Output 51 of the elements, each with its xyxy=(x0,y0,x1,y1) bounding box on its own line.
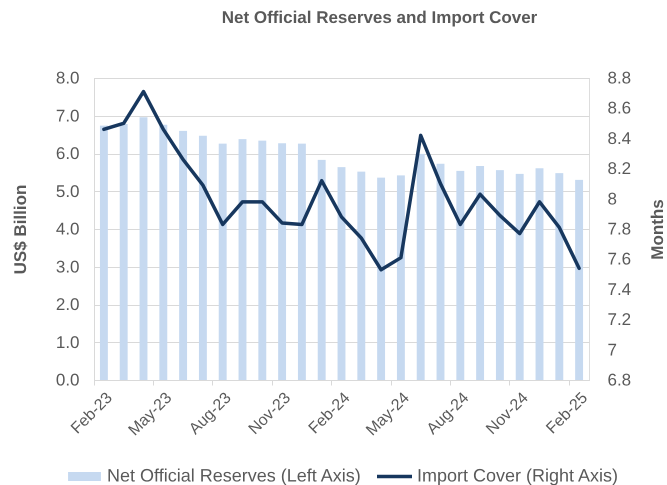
y2-tick-label: 8.8 xyxy=(608,68,632,88)
bar xyxy=(575,180,584,380)
bar xyxy=(496,170,504,380)
y2-tick-label: 7.2 xyxy=(608,310,632,330)
y-tick-label: 0.0 xyxy=(56,370,80,390)
legend-label: Import Cover (Right Axis) xyxy=(417,466,618,485)
bar xyxy=(298,144,306,380)
y2-tick-label: 6.8 xyxy=(608,370,632,390)
bar xyxy=(338,167,346,380)
bar xyxy=(258,140,266,380)
y2-tick-label: 8.6 xyxy=(608,98,632,118)
y-tick-label: 8.0 xyxy=(56,68,80,88)
bar xyxy=(238,139,246,380)
y2-tick-label: 7.4 xyxy=(608,280,632,299)
bar xyxy=(218,144,227,380)
y2-tick-label: 7.8 xyxy=(608,220,632,238)
y-tick-label: 7.0 xyxy=(56,106,80,126)
bar xyxy=(140,117,148,380)
bar xyxy=(278,143,286,380)
y2-tick-label: 8.4 xyxy=(608,128,632,148)
y-tick-label: 3.0 xyxy=(56,257,80,276)
bar xyxy=(476,166,484,380)
bar xyxy=(536,168,544,380)
y2-axis-title: Months xyxy=(648,199,667,260)
y2-tick-label: 8 xyxy=(608,189,617,208)
y2-tick-label: 7 xyxy=(608,340,617,360)
bar xyxy=(436,164,444,380)
chart-title: Net Official Reserves and Import Cover xyxy=(222,8,538,27)
bar xyxy=(179,130,188,380)
bar xyxy=(120,124,128,380)
y-axis-title: US$ Billion xyxy=(10,184,30,274)
bar xyxy=(516,174,524,380)
y-tick-label: 2.0 xyxy=(56,295,80,314)
bar xyxy=(416,154,425,380)
y-tick-label: 5.0 xyxy=(56,182,80,201)
bar xyxy=(555,173,564,380)
y-tick-label: 4.0 xyxy=(56,220,80,238)
line-series xyxy=(102,90,581,272)
bar xyxy=(377,178,386,380)
y-tick-label: 1.0 xyxy=(56,332,80,352)
y2-tick-label: 8.2 xyxy=(608,159,632,178)
y2-tick-label: 7.6 xyxy=(608,250,632,269)
bar xyxy=(396,175,405,380)
bar xyxy=(198,136,207,380)
bar xyxy=(100,126,108,380)
bar xyxy=(318,160,326,380)
y-tick-label: 6.0 xyxy=(56,144,80,163)
bar xyxy=(159,124,168,380)
bar xyxy=(456,170,464,380)
bar xyxy=(357,172,366,380)
legend-label: Net Official Reserves (Left Axis) xyxy=(107,466,361,485)
